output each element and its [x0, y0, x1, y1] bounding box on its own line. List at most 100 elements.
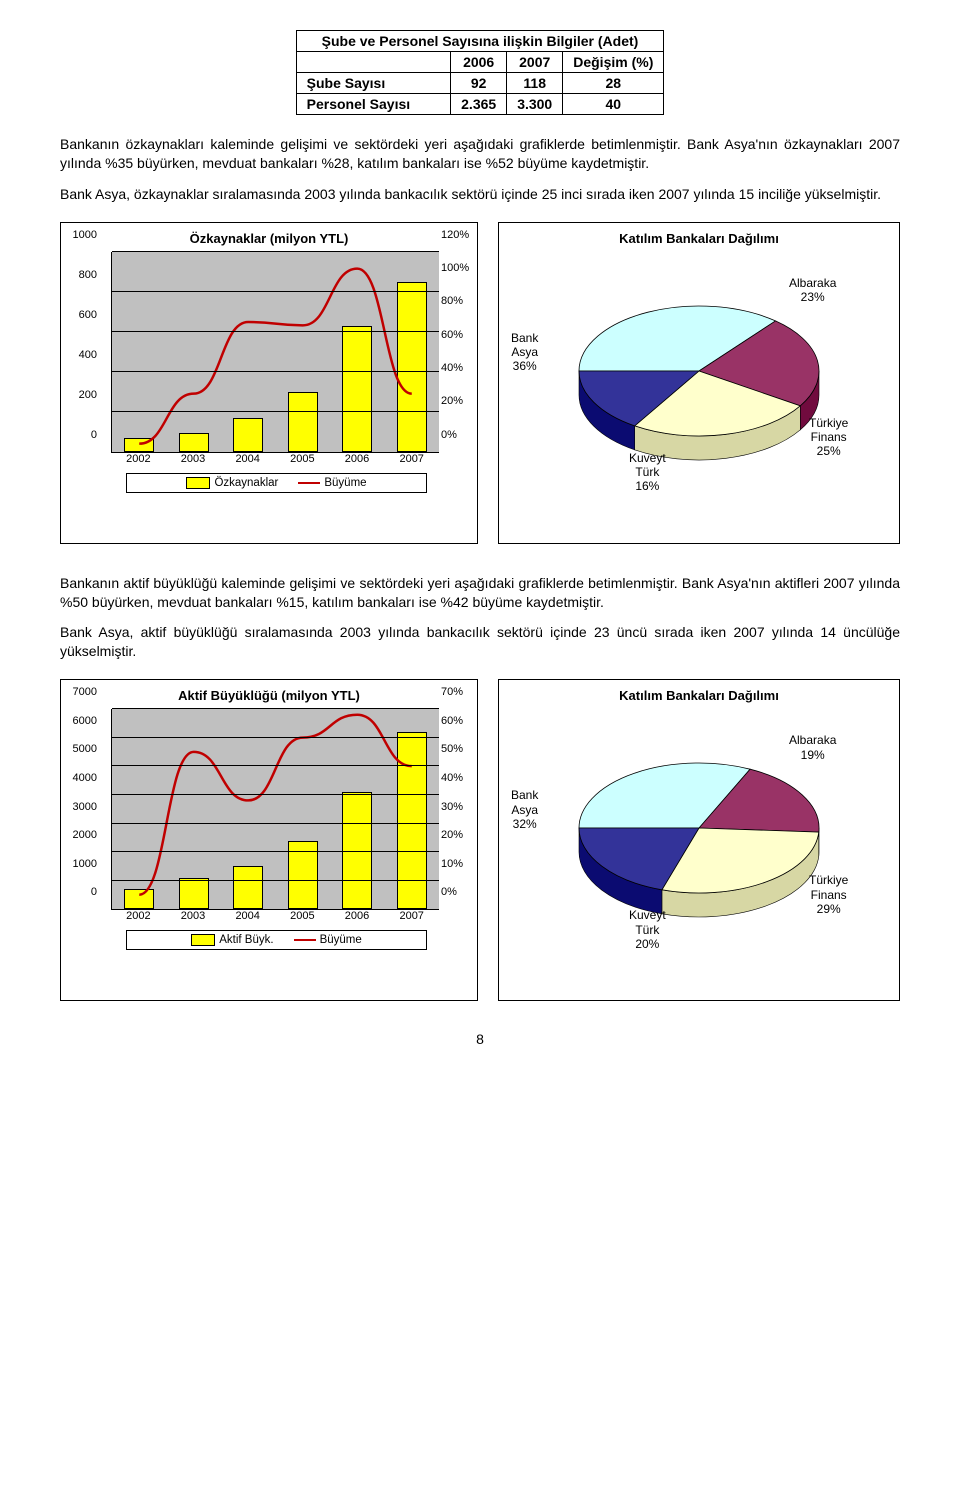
pie-label: TürkiyeFinans25%	[809, 416, 848, 459]
pie-label: KuveytTürk20%	[629, 908, 666, 951]
ytick: 5000	[65, 743, 97, 755]
ytick: 600	[65, 309, 97, 321]
ytick: 400	[65, 349, 97, 361]
pie-label: Albaraka19%	[789, 733, 836, 762]
ytick: 0	[65, 886, 97, 898]
katilim-bankalari-pie-2: Katılım Bankaları Dağılımı BankAsya32% Al…	[498, 679, 900, 1001]
legend-label: Büyüme	[324, 477, 366, 489]
ytick: 0%	[441, 429, 475, 441]
katilim-bankalari-pie-1: Katılım Bankaları Dağılımı BankAsya36% Al…	[498, 222, 900, 544]
paragraph: Bankanın özkaynakları kaleminde gelişimi…	[60, 135, 900, 173]
paragraph: Bank Asya, aktif büyüklüğü sıralamasında…	[60, 623, 900, 661]
cell: 40	[563, 94, 664, 115]
line-swatch	[294, 939, 316, 941]
ytick: 7000	[65, 686, 97, 698]
paragraph: Bankanın aktif büyüklüğü kaleminde geliş…	[60, 574, 900, 612]
ozkaynaklar-bar-chart: Özkaynaklar (milyon YTL) 020040060080010…	[60, 222, 478, 544]
xtick: 2003	[166, 453, 221, 465]
y-axis-right: 0%10%20%30%40%50%60%70%	[439, 704, 475, 904]
chart-row-2: Aktif Büyüklüğü (milyon YTL) 01000200030…	[60, 679, 900, 1001]
cell: 2.365	[451, 94, 507, 115]
growth-line	[112, 252, 439, 452]
y-axis-left: 02004006008001000	[65, 247, 99, 447]
ytick: 70%	[441, 686, 475, 698]
xtick: 2006	[330, 910, 385, 922]
bar-swatch	[186, 477, 210, 489]
bar-plot	[111, 709, 439, 910]
ytick: 0	[65, 429, 97, 441]
cell: 92	[451, 73, 507, 94]
ytick: 60%	[441, 329, 475, 341]
pie-label: TürkiyeFinans29%	[809, 873, 848, 916]
table-title: Şube ve Personel Sayısına ilişkin Bilgil…	[296, 31, 664, 52]
line-swatch	[298, 482, 320, 484]
chart-title: Özkaynaklar (milyon YTL)	[71, 231, 467, 246]
paragraph: Bank Asya, özkaynaklar sıralamasında 200…	[60, 185, 900, 204]
pie-label: BankAsya32%	[511, 788, 538, 831]
x-axis: 200220032004200520062007	[111, 453, 439, 465]
ytick: 40%	[441, 772, 475, 784]
legend-item: Büyüme	[294, 934, 362, 946]
y-axis-right: 0%20%40%60%80%100%120%	[439, 247, 475, 447]
ytick: 10%	[441, 858, 475, 870]
chart-legend: Aktif Büyk. Büyüme	[126, 930, 427, 950]
legend-label: Özkaynaklar	[214, 477, 278, 489]
ytick: 1000	[65, 858, 97, 870]
table-header: 2007	[507, 52, 563, 73]
ytick: 80%	[441, 295, 475, 307]
y-axis-left: 01000200030004000500060007000	[65, 704, 99, 904]
xtick: 2006	[330, 453, 385, 465]
ytick: 0%	[441, 886, 475, 898]
chart-legend: Özkaynaklar Büyüme	[126, 473, 427, 493]
table-row: Personel Sayısı 2.365 3.300 40	[296, 94, 664, 115]
cell: 3.300	[507, 94, 563, 115]
legend-item: Özkaynaklar	[186, 477, 278, 489]
legend-label: Büyüme	[320, 934, 362, 946]
xtick: 2005	[275, 910, 330, 922]
legend-label: Aktif Büyk.	[219, 934, 273, 946]
legend-item: Aktif Büyk.	[191, 934, 273, 946]
pie-holder: BankAsya36%Albaraka23%TürkiyeFinans25%Ku…	[509, 256, 889, 486]
ytick: 30%	[441, 801, 475, 813]
ytick: 20%	[441, 829, 475, 841]
table-row: Şube Sayısı 92 118 28	[296, 73, 664, 94]
pie-holder: BankAsya32%Albaraka19%TürkiyeFinans29%Ku…	[509, 713, 889, 943]
row-label: Personel Sayısı	[296, 94, 451, 115]
xtick: 2004	[220, 453, 275, 465]
ytick: 60%	[441, 715, 475, 727]
row-label: Şube Sayısı	[296, 73, 451, 94]
legend-item: Büyüme	[298, 477, 366, 489]
table-header: Değişim (%)	[563, 52, 664, 73]
ytick: 6000	[65, 715, 97, 727]
pie-label: KuveytTürk16%	[629, 451, 666, 494]
xtick: 2007	[384, 910, 439, 922]
page-number: 8	[60, 1031, 900, 1047]
ytick: 120%	[441, 229, 475, 241]
pie-label: BankAsya36%	[511, 331, 538, 374]
ytick: 100%	[441, 262, 475, 274]
chart-title: Aktif Büyüklüğü (milyon YTL)	[71, 688, 467, 703]
xtick: 2005	[275, 453, 330, 465]
bar-plot	[111, 252, 439, 453]
ytick: 200	[65, 389, 97, 401]
xtick: 2002	[111, 453, 166, 465]
x-axis: 200220032004200520062007	[111, 910, 439, 922]
table-header	[296, 52, 451, 73]
cell: 118	[507, 73, 563, 94]
pie-label: Albaraka23%	[789, 276, 836, 305]
ytick: 3000	[65, 801, 97, 813]
table-header: 2006	[451, 52, 507, 73]
ytick: 50%	[441, 743, 475, 755]
ytick: 40%	[441, 362, 475, 374]
chart-row-1: Özkaynaklar (milyon YTL) 020040060080010…	[60, 222, 900, 544]
xtick: 2003	[166, 910, 221, 922]
branch-personnel-table: Şube ve Personel Sayısına ilişkin Bilgil…	[296, 30, 665, 115]
chart-title: Katılım Bankaları Dağılımı	[509, 231, 889, 246]
xtick: 2004	[220, 910, 275, 922]
ytick: 20%	[441, 395, 475, 407]
xtick: 2007	[384, 453, 439, 465]
chart-title: Katılım Bankaları Dağılımı	[509, 688, 889, 703]
ytick: 4000	[65, 772, 97, 784]
xtick: 2002	[111, 910, 166, 922]
ytick: 1000	[65, 229, 97, 241]
